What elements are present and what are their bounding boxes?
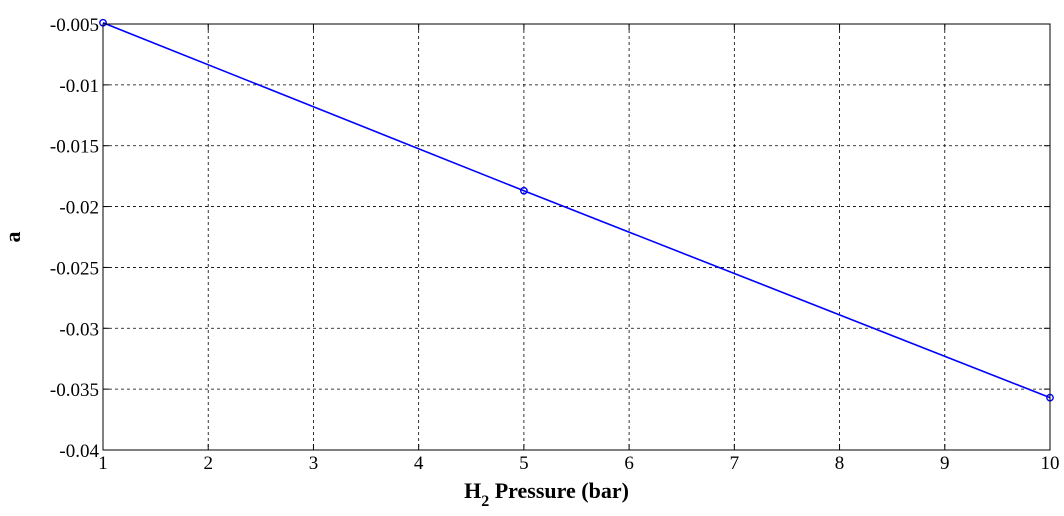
x-tick-label: 5	[519, 453, 529, 474]
x-tick-label: 2	[203, 453, 213, 474]
x-axis-label-main: H	[464, 478, 481, 503]
y-tick-label: -0.035	[50, 380, 99, 401]
x-tick-label: 7	[730, 453, 740, 474]
y-tick-label: -0.03	[59, 319, 99, 340]
data-point	[519, 186, 528, 195]
x-tick-label: 10	[1041, 453, 1060, 474]
series-line	[102, 22, 1051, 399]
y-axis-label: a	[0, 232, 25, 243]
x-axis-label-rest: Pressure (bar)	[489, 478, 629, 503]
y-tick-label: -0.04	[59, 441, 99, 462]
x-axis-label-subscript: 2	[481, 493, 489, 510]
y-tick-label: -0.025	[50, 258, 99, 279]
y-tick-label: -0.015	[50, 137, 99, 158]
x-tick-label: 6	[624, 453, 634, 474]
x-tick-label: 3	[309, 453, 319, 474]
series-layer	[99, 18, 1054, 402]
x-tick-label: 4	[414, 453, 424, 474]
x-tick-label: 1	[98, 453, 108, 474]
y-tick-label: -0.01	[59, 76, 99, 97]
y-tick-label: -0.005	[50, 15, 99, 36]
x-axis-label: H2 Pressure (bar)	[464, 478, 629, 510]
grid-lines	[103, 24, 1050, 450]
x-tick-label: 9	[940, 453, 950, 474]
y-tick-label: -0.02	[59, 198, 99, 219]
plot-frame	[102, 23, 1051, 451]
x-tick-label: 8	[835, 453, 845, 474]
tick-layer: 1 2 3 4 5 6 7 8 9 10 -0.005 -0.01 -0.015 -0.02 -0.025 -…	[50, 15, 1060, 474]
